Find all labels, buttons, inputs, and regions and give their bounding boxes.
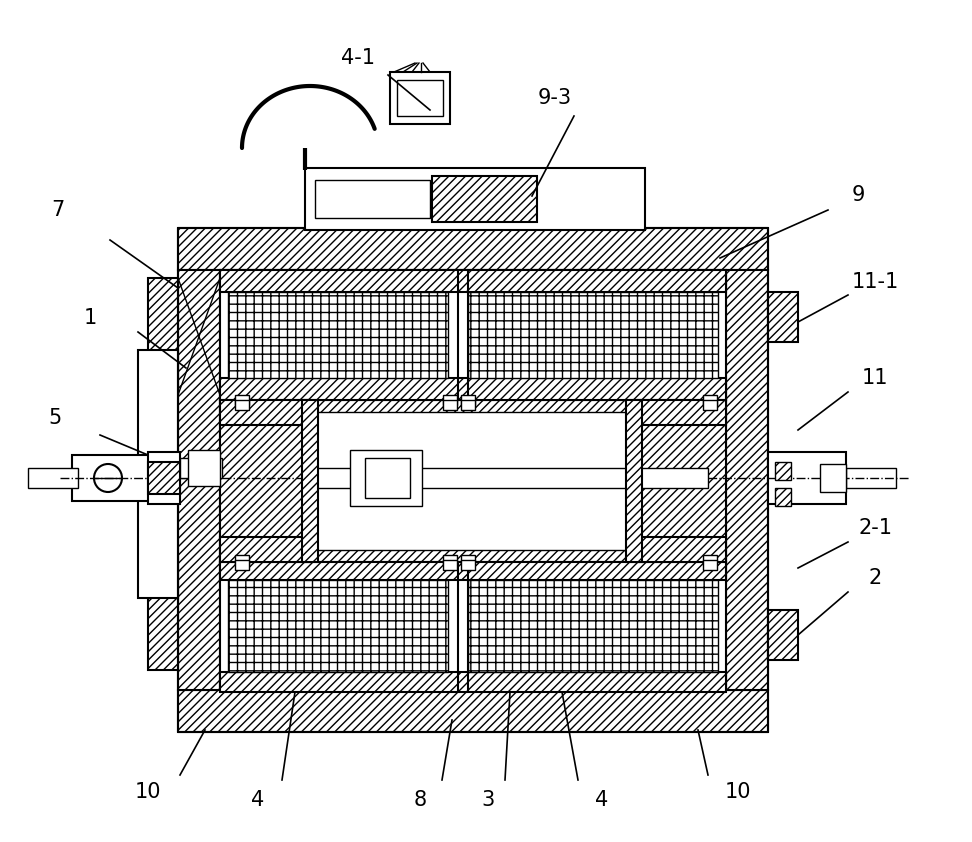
Bar	[636, 537, 726, 562]
Bar	[148, 555, 178, 670]
Bar	[775, 462, 791, 480]
Text: 10: 10	[135, 782, 161, 802]
Text: 4: 4	[252, 790, 264, 810]
Text: 11-1: 11-1	[851, 272, 899, 292]
Bar	[626, 400, 642, 562]
Bar	[461, 560, 475, 570]
Bar	[390, 72, 450, 124]
Bar	[703, 395, 717, 405]
Bar	[220, 672, 726, 692]
Bar	[468, 580, 718, 672]
Bar	[228, 580, 448, 672]
Bar	[703, 560, 717, 570]
Bar	[148, 278, 178, 393]
Bar	[235, 560, 249, 570]
Bar	[235, 400, 249, 410]
Bar	[365, 458, 410, 498]
Bar	[768, 292, 798, 342]
Bar	[228, 292, 448, 378]
Bar	[846, 468, 896, 488]
Bar	[443, 395, 457, 405]
Bar	[28, 468, 78, 488]
Bar	[703, 400, 717, 410]
Text: 10: 10	[725, 782, 751, 802]
Text: 2: 2	[868, 568, 882, 588]
Bar	[443, 400, 457, 410]
Bar	[315, 180, 430, 218]
Bar	[775, 488, 791, 506]
Text: 5: 5	[49, 408, 61, 428]
Text: 4: 4	[596, 790, 608, 810]
Bar	[148, 452, 180, 504]
Bar	[726, 270, 768, 690]
Bar	[397, 80, 443, 116]
Bar	[235, 555, 249, 565]
Text: 1: 1	[84, 308, 96, 328]
Bar	[461, 555, 475, 565]
Text: 2-1: 2-1	[858, 518, 892, 538]
Bar	[461, 395, 475, 405]
Text: 9-3: 9-3	[538, 88, 573, 108]
Bar	[220, 562, 726, 690]
Bar	[220, 562, 726, 580]
Text: 4-1: 4-1	[341, 48, 375, 68]
Bar	[820, 464, 846, 492]
Text: 8: 8	[413, 790, 427, 810]
Bar	[443, 555, 457, 565]
Bar	[178, 228, 768, 270]
Bar	[178, 270, 220, 690]
Bar	[220, 400, 726, 562]
Bar	[468, 292, 718, 378]
Text: 11: 11	[862, 368, 888, 388]
Bar	[768, 452, 846, 504]
Bar	[461, 400, 475, 410]
Bar	[72, 455, 150, 501]
Bar	[703, 555, 717, 565]
Bar	[310, 412, 626, 550]
Bar	[220, 400, 310, 425]
Text: 3: 3	[481, 790, 495, 810]
Bar	[768, 610, 798, 660]
Bar	[220, 270, 726, 292]
Bar	[220, 537, 310, 562]
Bar	[178, 690, 768, 732]
Bar	[188, 450, 220, 486]
Text: 7: 7	[52, 200, 64, 220]
Bar	[432, 176, 537, 222]
Bar	[180, 458, 222, 478]
Bar	[350, 450, 422, 506]
Bar	[305, 168, 645, 230]
Bar	[148, 462, 180, 494]
Bar	[220, 270, 726, 400]
Bar	[443, 560, 457, 570]
Bar	[636, 400, 726, 425]
Bar	[220, 378, 726, 400]
Bar	[138, 350, 178, 598]
Bar	[235, 395, 249, 405]
Bar	[302, 400, 318, 562]
Text: 9: 9	[851, 185, 865, 205]
Bar	[310, 468, 708, 488]
